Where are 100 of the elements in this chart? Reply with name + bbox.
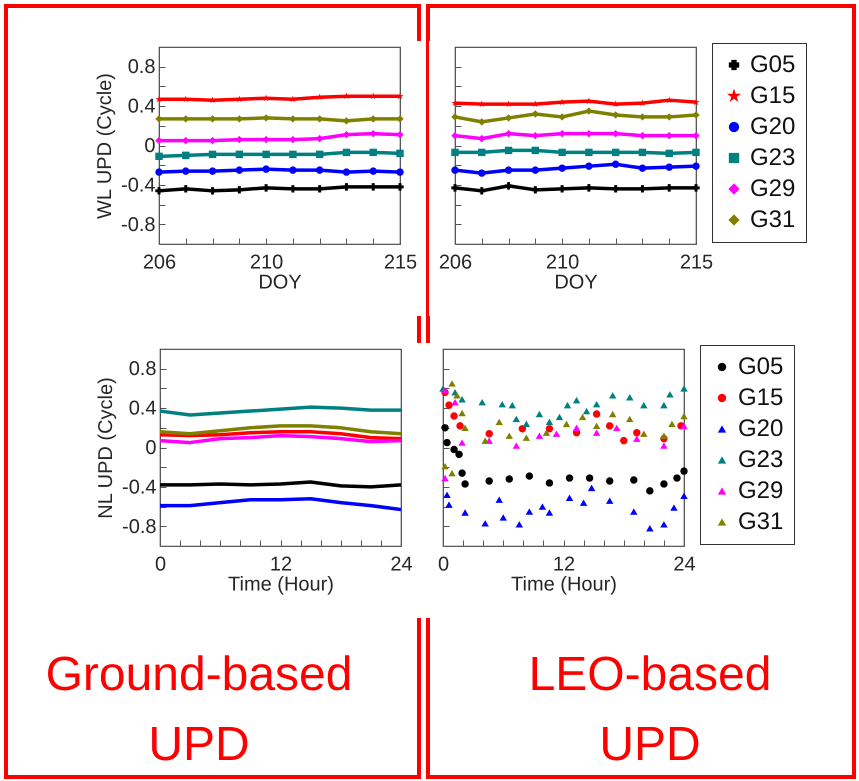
point (208, 167, 216, 175)
point (262, 184, 270, 192)
point (526, 508, 534, 515)
point (692, 148, 700, 156)
point (626, 416, 634, 422)
point (504, 182, 512, 190)
point (518, 425, 526, 432)
y-tick-label: -0.4 (122, 476, 156, 498)
legend-label: G31 (738, 508, 784, 535)
point (522, 434, 530, 441)
point (481, 437, 489, 444)
point (182, 167, 190, 175)
y-tick-label: -0.4 (121, 174, 156, 196)
line-series (158, 424, 403, 436)
point (512, 442, 520, 449)
point (633, 429, 641, 436)
point (608, 410, 616, 418)
point (504, 166, 512, 174)
point (443, 492, 451, 498)
point (485, 477, 493, 485)
point (666, 163, 673, 171)
point (443, 438, 451, 446)
point (564, 402, 572, 408)
y-axis-title: NL UPD (Cycle) (95, 377, 118, 519)
y-tick-label: 0.8 (128, 56, 156, 78)
point (586, 474, 594, 482)
point (606, 497, 614, 504)
point (646, 487, 654, 495)
y-tick-label: -0.8 (121, 214, 156, 236)
point (316, 150, 324, 158)
point (155, 187, 163, 195)
y-tick-label: 0 (145, 437, 156, 459)
text: LEO-based UPD (528, 647, 772, 773)
point (620, 436, 628, 444)
legend-label: G05 (750, 51, 796, 78)
point (640, 402, 648, 408)
point (646, 525, 654, 532)
point (208, 150, 216, 158)
point (478, 398, 486, 406)
point (630, 508, 638, 515)
point (182, 185, 190, 193)
x-tick-label: 210 (546, 252, 580, 274)
point (451, 166, 459, 174)
line-series (158, 430, 403, 440)
point (478, 118, 486, 126)
point (155, 168, 163, 176)
point (370, 148, 377, 156)
line-series (158, 496, 403, 512)
point (532, 146, 540, 154)
point (485, 430, 493, 438)
x-tick-label: 12 (552, 554, 576, 576)
point (666, 150, 673, 158)
point (638, 148, 646, 156)
point (680, 412, 688, 420)
point (342, 148, 350, 156)
point (633, 435, 641, 442)
point (478, 187, 486, 195)
point (396, 168, 404, 176)
point (680, 467, 688, 475)
legend-label: G15 (738, 384, 784, 411)
legend-label: G20 (738, 415, 784, 442)
x-tick-label: 215 (680, 252, 714, 274)
x-tick-label: 24 (390, 554, 413, 576)
point (512, 416, 520, 422)
point (316, 185, 324, 193)
point (506, 432, 513, 439)
point (592, 430, 600, 436)
point (542, 430, 550, 436)
point (450, 412, 458, 420)
point (612, 160, 620, 168)
point (536, 410, 544, 418)
point (566, 474, 574, 482)
point (536, 432, 544, 439)
point (458, 396, 466, 402)
point (478, 169, 486, 177)
point (668, 420, 676, 428)
legend-label: G23 (750, 144, 796, 171)
point (630, 476, 638, 484)
point (458, 439, 466, 446)
point (580, 499, 588, 506)
point (504, 146, 512, 154)
point (578, 414, 586, 420)
legend-label: G20 (750, 113, 796, 140)
y-tick-label: 0.8 (128, 358, 156, 380)
point (692, 162, 700, 170)
point (572, 424, 580, 432)
x-axis-title: Time (Hour) (511, 574, 617, 596)
point (526, 472, 534, 480)
point (532, 166, 540, 174)
point (666, 391, 674, 398)
point (552, 430, 560, 437)
point (289, 166, 297, 174)
point (453, 392, 461, 399)
x-tick-label: 215 (384, 252, 418, 274)
point (566, 494, 574, 501)
point (370, 167, 377, 175)
y-tick-label: 0.4 (128, 96, 156, 118)
point (592, 422, 600, 430)
point (582, 408, 590, 414)
point (592, 400, 600, 408)
